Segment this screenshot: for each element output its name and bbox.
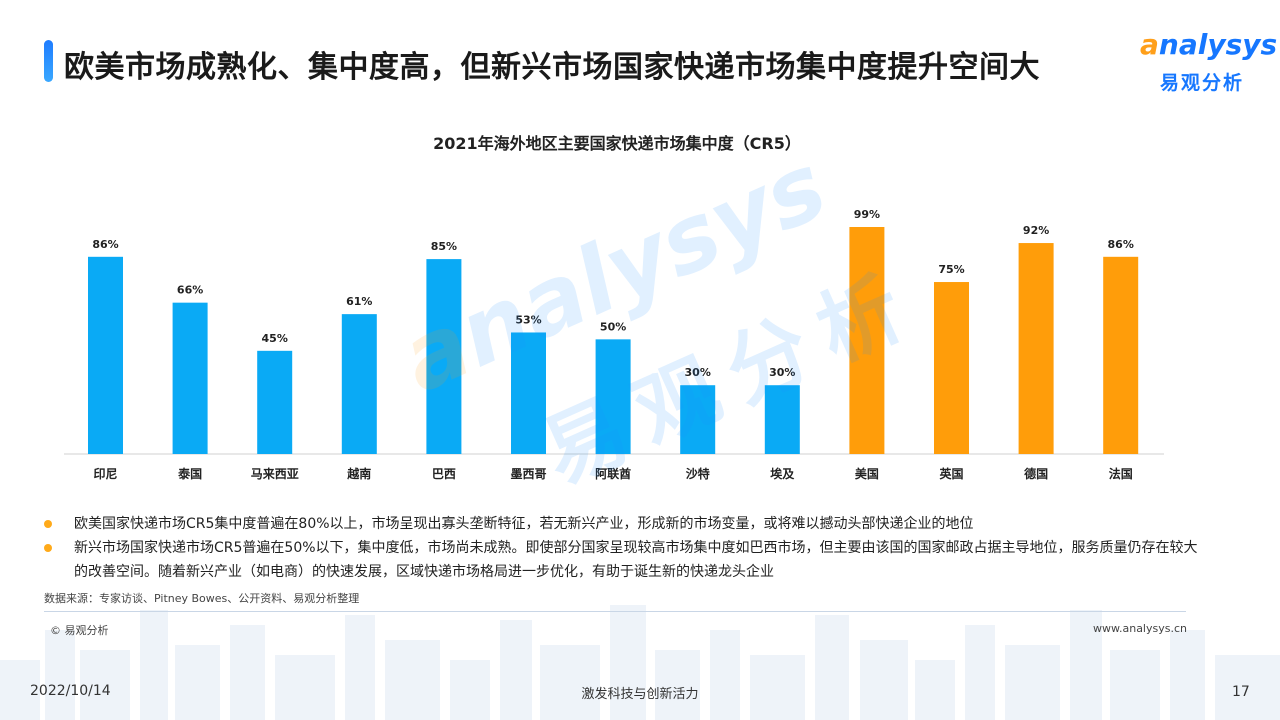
website-link[interactable]: www.analysys.cn <box>1093 622 1187 635</box>
value-label: 75% <box>938 263 964 276</box>
page-title: 欧美市场成熟化、集中度高，但新兴市场国家快递市场集中度提升空间大 <box>64 50 1040 85</box>
title-accent-bar <box>44 40 53 82</box>
data-source: 数据来源：专家访谈、Pitney Bowes、公开资料、易观分析整理 <box>44 592 360 605</box>
category-label: 法国 <box>1109 466 1133 481</box>
bar-1 <box>88 256 123 454</box>
footer-slogan: 激发科技与创新活力 <box>581 687 699 702</box>
category-label: 德国 <box>1024 466 1048 481</box>
chart-title: 2021年海外地区主要国家快递市场集中度（CR5） <box>433 134 801 153</box>
value-label: 85% <box>431 240 457 253</box>
analysys-logo: analysys 易观分析 <box>1126 28 1277 94</box>
bar-3 <box>257 350 293 454</box>
bullet-dot <box>44 520 52 528</box>
category-label: 越南 <box>346 466 371 481</box>
category-label: 英国 <box>939 466 963 481</box>
value-label: 45% <box>262 332 288 345</box>
value-label: 92% <box>1023 224 1049 237</box>
category-label: 埃及 <box>770 466 795 481</box>
bar-9 <box>764 385 800 454</box>
category-label: 马来西亚 <box>251 466 299 481</box>
bar-11 <box>934 282 969 454</box>
value-label: 86% <box>1108 238 1134 251</box>
note-mature-markets: 欧美国家快递市场CR5集中度普遍在80%以上，市场呈现出寡头垄断特征，若无新兴产… <box>44 512 1204 536</box>
category-label: 泰国 <box>177 466 202 481</box>
category-label: 印尼 <box>93 467 117 481</box>
value-label: 66% <box>177 284 203 297</box>
category-label: 沙特 <box>686 466 710 481</box>
insight-notes: 欧美国家快递市场CR5集中度普遍在80%以上，市场呈现出寡头垄断特征，若无新兴产… <box>44 512 1204 584</box>
bar-10 <box>849 227 885 454</box>
value-label: 99% <box>854 208 880 221</box>
bar-12 <box>1018 243 1054 454</box>
bar-6 <box>511 332 546 454</box>
report-date: 2022/10/14 <box>30 683 111 699</box>
logo-chinese-name: 易观分析 <box>1160 72 1245 94</box>
logo-wordmark: analysys <box>1140 28 1278 61</box>
note-emerging-markets: 新兴市场国家快递市场CR5普遍在50%以下，集中度低，市场尚未成熟。即使部分国家… <box>44 536 1204 584</box>
bullet-dot <box>44 544 52 552</box>
value-label: 30% <box>685 366 711 379</box>
bar-8 <box>680 385 716 454</box>
category-label: 墨西哥 <box>510 467 546 481</box>
bar-2 <box>172 302 208 454</box>
value-label: 53% <box>515 313 541 326</box>
value-label: 30% <box>769 366 795 379</box>
value-label: 61% <box>346 295 372 308</box>
category-label: 美国 <box>855 466 879 481</box>
footer-divider <box>44 611 1186 612</box>
category-label: 阿联酋 <box>595 466 631 481</box>
bar-4 <box>341 314 377 454</box>
value-label: 50% <box>600 320 626 333</box>
bar-5 <box>426 259 462 454</box>
city-skyline-background <box>0 605 1280 720</box>
copyright: © 易观分析 <box>50 624 109 637</box>
bar-7 <box>595 339 631 454</box>
page-number: 17 <box>1232 684 1250 700</box>
value-label: 86% <box>92 238 118 251</box>
bar-13 <box>1103 256 1139 454</box>
category-label: 巴西 <box>432 467 456 481</box>
